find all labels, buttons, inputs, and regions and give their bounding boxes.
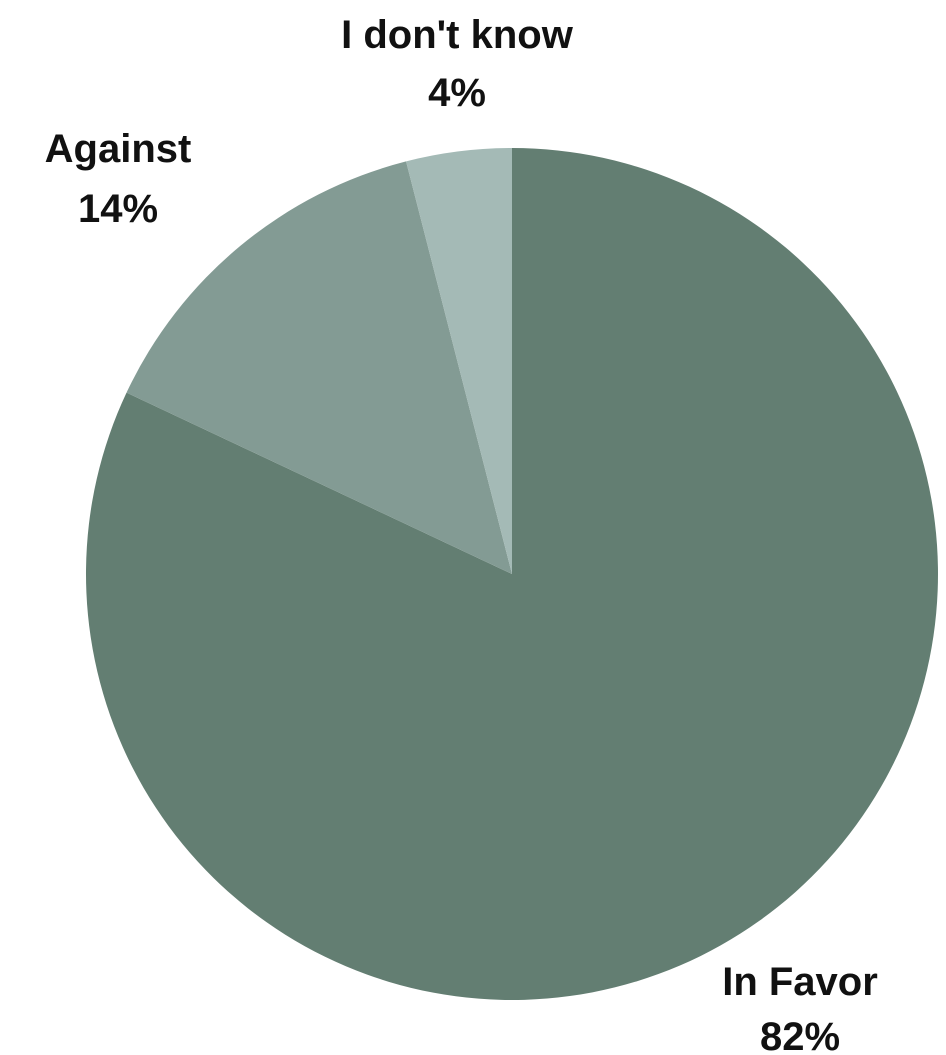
pie-slices (85, 148, 938, 1000)
slice-label: Against (45, 127, 192, 171)
pie-slice-i-don-t-know (406, 148, 512, 574)
slice-label: In Favor (722, 960, 878, 1004)
pie-slice-against (126, 161, 512, 574)
slice-value-label: 82% (760, 1015, 840, 1055)
pie-slice-in-favor (85, 148, 938, 1000)
pie-labels: In Favor 82% Against 14% I don't know 4% (45, 13, 878, 1055)
slice-value-label: 14% (78, 187, 158, 231)
slice-label: I don't know (341, 13, 574, 57)
slice-value-label: 4% (428, 71, 486, 115)
